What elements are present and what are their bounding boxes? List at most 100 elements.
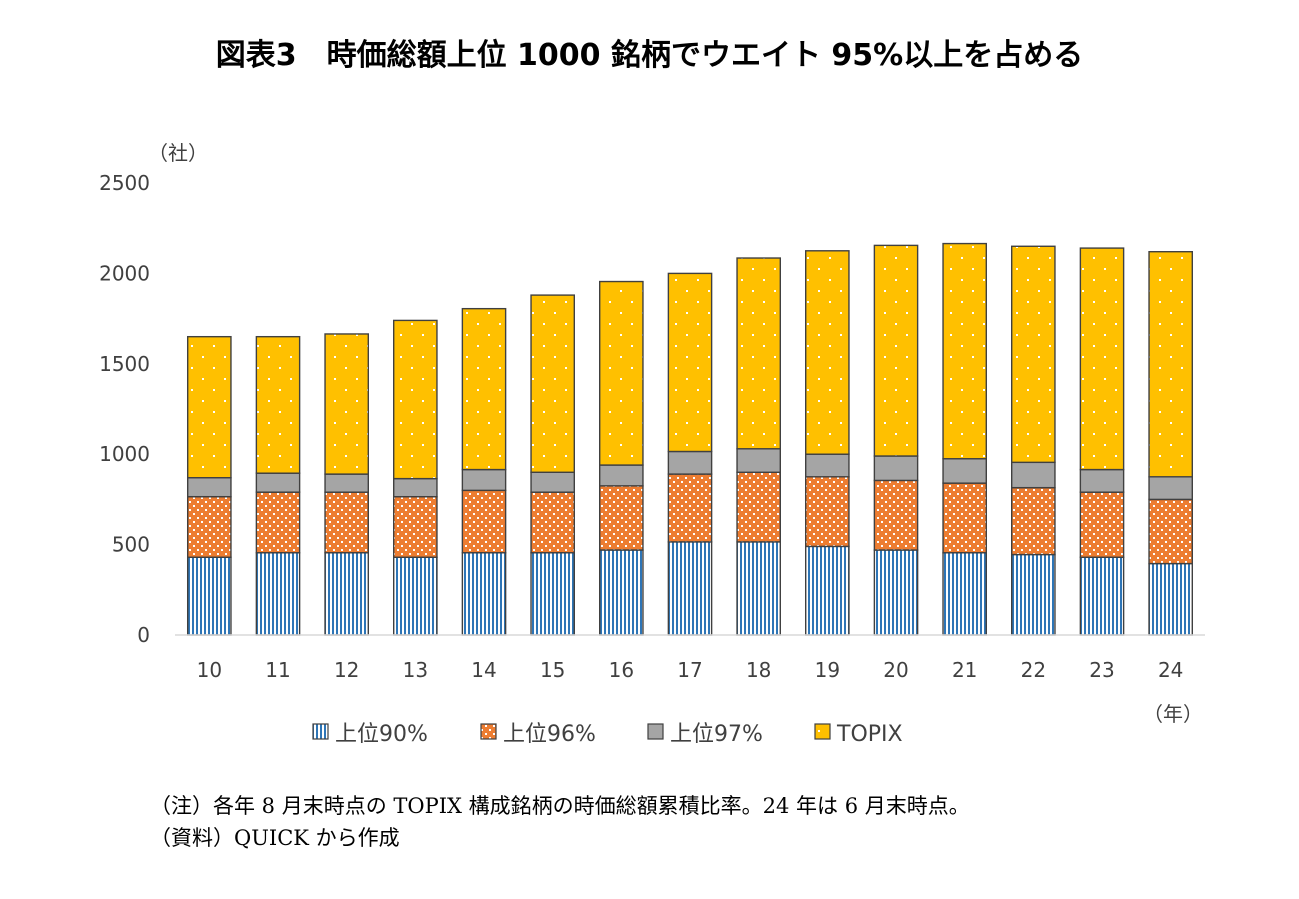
bar-segment-19-s0	[805, 545, 850, 636]
x-tick-label: 23	[1089, 658, 1114, 682]
bar-segment-20-s2	[873, 455, 919, 482]
bar-segment-23-s3	[1079, 247, 1125, 471]
bar-segment-13-s0	[393, 556, 438, 636]
bar-segment-18-s2	[736, 448, 781, 473]
bar-segment-24-s2	[1148, 476, 1194, 501]
legend-label: 上位90%	[335, 722, 428, 747]
source-text: （資料）QUICK から作成	[150, 826, 400, 850]
bar-segment-15-s0	[530, 552, 575, 636]
bar-segment-12-s3	[324, 333, 370, 475]
bar-segment-17-s0	[667, 541, 713, 636]
x-tick-label: 16	[609, 658, 634, 682]
x-tick-label: 11	[265, 658, 290, 682]
y-tick-label: 500	[112, 533, 150, 557]
x-tick-label: 22	[1021, 658, 1046, 682]
legend-swatch	[312, 723, 329, 740]
bar-segment-18-s3	[736, 257, 781, 450]
bar-segment-10-s2	[186, 477, 232, 498]
x-tick-label: 19	[815, 658, 840, 682]
y-tick-label: 0	[137, 623, 150, 647]
x-axis-unit: （年）	[1143, 702, 1203, 726]
bar-segment-23-s0	[1079, 556, 1125, 636]
chart-title: 図表3 時価総額上位 1000 銘柄でウエイト 95%以上を占める	[215, 38, 1084, 73]
bar-segment-23-s2	[1079, 468, 1125, 493]
bar-segment-21-s3	[942, 242, 987, 460]
bar-segment-22-s3	[1011, 245, 1056, 464]
bar-segment-22-s1	[1011, 486, 1056, 556]
bar-segment-10-s0	[186, 556, 232, 636]
bar-segment-17-s3	[667, 272, 713, 453]
bar-segment-11-s3	[255, 335, 301, 474]
bar-segment-23-s1	[1079, 491, 1125, 558]
bar-segment-13-s2	[393, 477, 438, 498]
legend: 上位90% 上位96% 上位97% TOPIX	[312, 722, 903, 747]
bar-segment-19-s3	[805, 250, 850, 455]
y-tick-label: 1000	[99, 442, 150, 466]
bar-segment-20-s1	[873, 479, 919, 551]
y-tick-label: 2500	[99, 171, 150, 195]
bar-segment-12-s0	[324, 552, 370, 636]
bar-segment-17-s2	[667, 450, 713, 475]
x-tick-label: 17	[677, 658, 702, 682]
bar-segment-14-s3	[461, 307, 507, 471]
x-tick-label: 24	[1158, 658, 1183, 682]
x-tick-label: 13	[403, 658, 428, 682]
legend-label: 上位97%	[670, 722, 763, 747]
x-axis-ticks: 10 11 12 13 14 15 16 17 18 19 20 21 22 23 24	[197, 658, 1184, 682]
y-axis-unit: （社）	[148, 141, 208, 165]
notes: （注）各年 8 月末時点の TOPIX 構成銘柄の時価総額累積比率。24 年は …	[150, 790, 970, 854]
bar-segment-20-s3	[873, 244, 919, 457]
legend-swatch	[647, 723, 664, 740]
bar-segment-18-s1	[736, 471, 781, 543]
bar-segment-12-s1	[324, 491, 370, 554]
bar-segment-21-s1	[942, 482, 987, 554]
bar-segment-19-s1	[805, 476, 850, 548]
bar-segment-10-s3	[186, 335, 232, 479]
bar-segment-24-s0	[1148, 562, 1194, 636]
y-tick-label: 2000	[99, 261, 150, 285]
x-tick-label: 20	[883, 658, 908, 682]
bar-segment-22-s2	[1011, 461, 1056, 489]
x-tick-label: 14	[471, 658, 496, 682]
x-tick-label: 12	[334, 658, 359, 682]
bar-segment-13-s1	[393, 495, 438, 558]
bar-segment-17-s1	[667, 473, 713, 543]
bar-segment-21-s2	[942, 458, 987, 484]
x-tick-label: 15	[540, 658, 565, 682]
bar-segment-14-s0	[461, 552, 507, 636]
bar-segment-20-s0	[873, 549, 919, 636]
bars	[186, 242, 1194, 636]
bar-segment-16-s1	[599, 485, 644, 551]
y-tick-label: 1500	[99, 352, 150, 376]
bar-segment-18-s0	[736, 541, 781, 636]
bar-segment-16-s3	[599, 280, 644, 466]
x-tick-label: 18	[746, 658, 771, 682]
y-axis-ticks: 0 500 1000 1500 2000 2500	[99, 171, 150, 647]
legend-swatch	[480, 723, 497, 740]
bar-segment-24-s1	[1148, 498, 1194, 565]
bar-segment-13-s3	[393, 319, 438, 480]
bar-segment-11-s0	[255, 552, 301, 636]
bar-segment-16-s0	[599, 549, 644, 636]
note-text: （注）各年 8 月末時点の TOPIX 構成銘柄の時価総額累積比率。24 年は …	[150, 794, 970, 818]
bar-segment-22-s0	[1011, 553, 1056, 636]
bar-segment-21-s0	[942, 552, 987, 636]
bar-segment-12-s2	[324, 473, 370, 493]
bar-segment-16-s2	[599, 464, 644, 487]
bar-segment-15-s2	[530, 471, 575, 493]
bar-segment-15-s1	[530, 491, 575, 554]
bar-segment-24-s3	[1148, 250, 1194, 478]
bar-segment-15-s3	[530, 294, 575, 473]
legend-label: 上位96%	[503, 722, 596, 747]
bar-segment-14-s1	[461, 489, 507, 554]
x-tick-label: 10	[197, 658, 222, 682]
x-tick-label: 21	[952, 658, 977, 682]
bar-segment-14-s2	[461, 468, 507, 492]
bar-segment-10-s1	[186, 495, 232, 558]
bar-segment-11-s2	[255, 472, 301, 493]
legend-swatch	[814, 723, 831, 740]
bar-segment-11-s1	[255, 491, 301, 554]
bar-segment-19-s2	[805, 453, 850, 478]
legend-label: TOPIX	[836, 722, 903, 747]
